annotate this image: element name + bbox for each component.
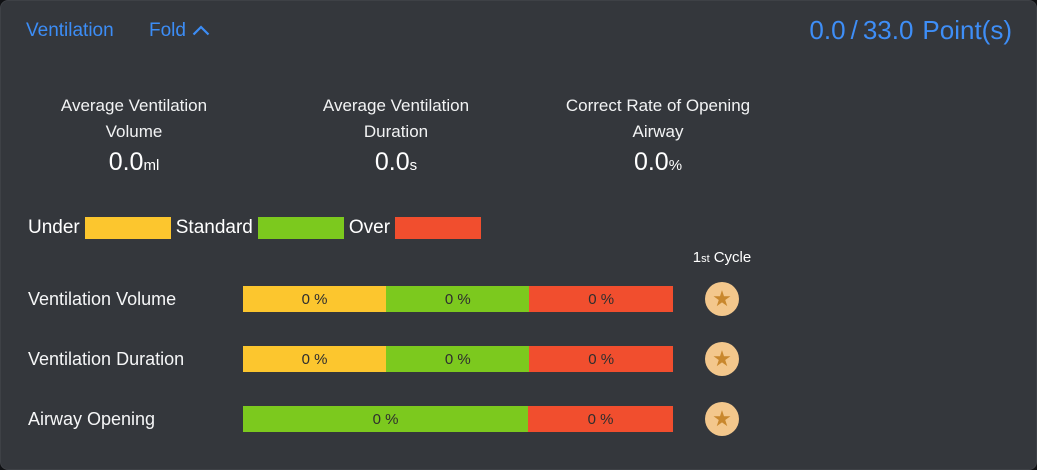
stat-label-line2: Duration — [363, 122, 429, 141]
stat-label-line1: Correct Rate of Opening — [565, 96, 751, 115]
score-earned: 0.0 — [809, 15, 846, 45]
metric-row-ventilation-volume: Ventilation Volume 0 % 0 % 0 % ★ — [1, 282, 1036, 316]
bar-segment-standard: 0 % — [243, 406, 529, 432]
stat-label-line1: Average Ventilation — [322, 96, 470, 115]
stat-unit: % — [668, 157, 683, 174]
cycle-number: 1 — [692, 249, 702, 266]
stat-average-ventilation-duration: Average Ventilation Duration 0.0s — [267, 93, 525, 177]
row-label: Airway Opening — [28, 408, 156, 429]
star-badge: ★ — [705, 342, 739, 376]
stacked-bar: 0 % 0 % 0 % — [243, 286, 673, 312]
legend: Under Standard Over — [28, 217, 486, 239]
legend-swatch-over — [395, 217, 482, 239]
row-label: Ventilation Volume — [28, 288, 177, 309]
bar-segment-over: 0 % — [529, 346, 673, 372]
legend-label-standard: Standard — [175, 217, 253, 238]
stat-value: 0.0 — [374, 148, 410, 176]
stacked-bar: 0 % 0 % — [243, 406, 673, 432]
star-icon: ★ — [712, 285, 732, 311]
fold-label: Fold — [149, 20, 186, 41]
fold-toggle[interactable]: Fold — [149, 20, 210, 42]
panel-title[interactable]: Ventilation — [26, 20, 114, 41]
score-total: 33.0 — [862, 15, 914, 45]
score-display: 0.0 / 33.0 Point(s) — [809, 15, 1012, 46]
bar-segment-standard: 0 % — [386, 286, 530, 312]
bar-segment-over: 0 % — [528, 406, 673, 432]
stat-unit: s — [409, 157, 418, 174]
stat-unit: ml — [143, 157, 160, 174]
score-unit: Point(s) — [922, 15, 1012, 45]
bar-segment-over: 0 % — [529, 286, 673, 312]
legend-swatch-standard — [257, 217, 344, 239]
cycle-word: Cycle — [713, 249, 752, 266]
metric-row-ventilation-duration: Ventilation Duration 0 % 0 % 0 % ★ — [1, 342, 1036, 376]
legend-label-under: Under — [28, 217, 80, 238]
bar-segment-standard: 0 % — [386, 346, 530, 372]
bar-segment-under: 0 % — [243, 346, 387, 372]
stat-label-line2: Volume — [105, 122, 163, 141]
stat-label-line1: Average Ventilation — [60, 96, 208, 115]
legend-swatch-under — [84, 217, 171, 239]
row-label: Ventilation Duration — [28, 348, 185, 369]
legend-label-over: Over — [348, 217, 391, 238]
stats-summary: Average Ventilation Volume 0.0ml Average… — [1, 93, 1036, 183]
stat-correct-rate-opening-airway: Correct Rate of Opening Airway 0.0% — [525, 93, 791, 177]
bar-segment-under: 0 % — [243, 286, 387, 312]
stat-value: 0.0 — [633, 148, 669, 176]
score-separator: / — [850, 15, 858, 45]
stat-value: 0.0 — [108, 148, 144, 176]
stacked-bar: 0 % 0 % 0 % — [243, 346, 673, 372]
cycle-ordinal: st — [701, 253, 710, 265]
chevron-up-icon — [192, 20, 210, 42]
cycle-column-header: 1st Cycle — [672, 249, 772, 267]
star-icon: ★ — [712, 405, 732, 431]
star-badge: ★ — [705, 402, 739, 436]
stat-label-line2: Airway — [632, 122, 684, 141]
star-badge: ★ — [705, 282, 739, 316]
star-icon: ★ — [712, 345, 732, 371]
metric-row-airway-opening: Airway Opening 0 % 0 % ★ — [1, 402, 1036, 436]
stat-average-ventilation-volume: Average Ventilation Volume 0.0ml — [1, 93, 267, 177]
